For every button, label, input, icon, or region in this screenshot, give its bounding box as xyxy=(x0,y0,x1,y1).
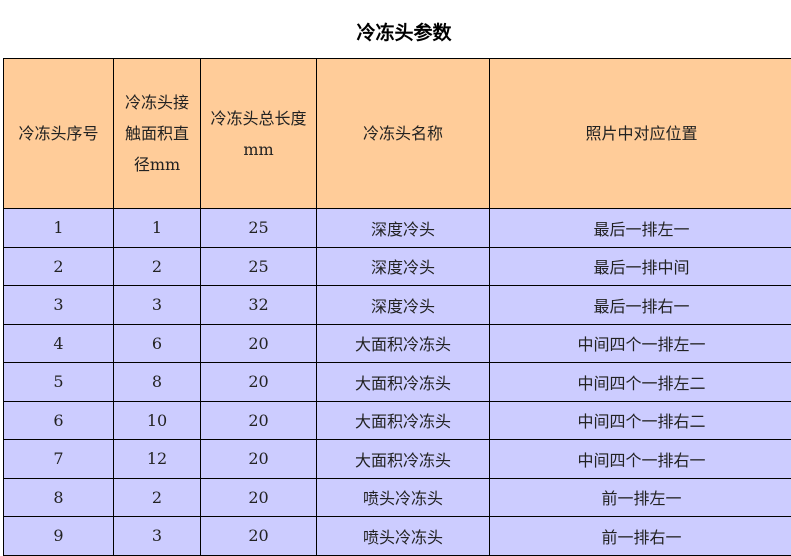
header-row: 冷冻头序号 冷冻头接触面积直径mm 冷冻头总长度 mm 冷冻头名称 照片中对应位… xyxy=(4,59,791,209)
table-cell: 1 xyxy=(114,209,201,248)
table-cell: 大面积冷冻头 xyxy=(317,363,490,402)
table-cell: 前一排右一 xyxy=(490,517,791,556)
table-cell: 7 xyxy=(4,440,114,479)
table-cell: 中间四个一排左一 xyxy=(490,324,791,363)
table-cell: 12 xyxy=(114,440,201,479)
header-cell: 冷冻头接触面积直径mm xyxy=(114,59,201,209)
table-cell: 20 xyxy=(201,478,317,517)
table-cell: 最后一排中间 xyxy=(490,247,791,286)
table-cell: 3 xyxy=(4,286,114,325)
table-cell: 大面积冷冻头 xyxy=(317,401,490,440)
header-cell: 照片中对应位置 xyxy=(490,59,791,209)
table-cell: 20 xyxy=(201,517,317,556)
table-cell: 20 xyxy=(201,440,317,479)
table-cell: 9 xyxy=(4,517,114,556)
table-cell: 25 xyxy=(201,209,317,248)
table-cell: 中间四个一排右一 xyxy=(490,440,791,479)
table-cell: 3 xyxy=(114,286,201,325)
header-cell: 冷冻头名称 xyxy=(317,59,490,209)
table-cell: 20 xyxy=(201,324,317,363)
table-cell: 2 xyxy=(114,478,201,517)
parameters-table: 冷冻头序号 冷冻头接触面积直径mm 冷冻头总长度 mm 冷冻头名称 照片中对应位… xyxy=(3,58,791,556)
table-cell: 喷头冷冻头 xyxy=(317,478,490,517)
page-title: 冷冻头参数 xyxy=(0,18,791,45)
table-cell: 中间四个一排右二 xyxy=(490,401,791,440)
table-cell: 大面积冷冻头 xyxy=(317,324,490,363)
table-cell: 深度冷头 xyxy=(317,209,490,248)
table-cell: 6 xyxy=(114,324,201,363)
table-cell: 4 xyxy=(4,324,114,363)
table-cell: 3 xyxy=(114,517,201,556)
table-cell: 前一排左一 xyxy=(490,478,791,517)
table-cell: 32 xyxy=(201,286,317,325)
table-cell: 深度冷头 xyxy=(317,247,490,286)
table-cell: 2 xyxy=(4,247,114,286)
table-cell: 20 xyxy=(201,363,317,402)
table-cell: 25 xyxy=(201,247,317,286)
table-cell: 6 xyxy=(4,401,114,440)
header-cell: 冷冻头序号 xyxy=(4,59,114,209)
table-cell: 最后一排右一 xyxy=(490,286,791,325)
table-cell: 喷头冷冻头 xyxy=(317,517,490,556)
table-cell: 10 xyxy=(114,401,201,440)
table-cell: 大面积冷冻头 xyxy=(317,440,490,479)
table-cell: 8 xyxy=(4,478,114,517)
table-cell: 2 xyxy=(114,247,201,286)
table-cell: 深度冷头 xyxy=(317,286,490,325)
header-cell: 冷冻头总长度 mm xyxy=(201,59,317,209)
table-cell: 1 xyxy=(4,209,114,248)
table-cell: 20 xyxy=(201,401,317,440)
table-cell: 最后一排左一 xyxy=(490,209,791,248)
table-cell: 中间四个一排左二 xyxy=(490,363,791,402)
table-cell: 8 xyxy=(114,363,201,402)
table-cell: 5 xyxy=(4,363,114,402)
